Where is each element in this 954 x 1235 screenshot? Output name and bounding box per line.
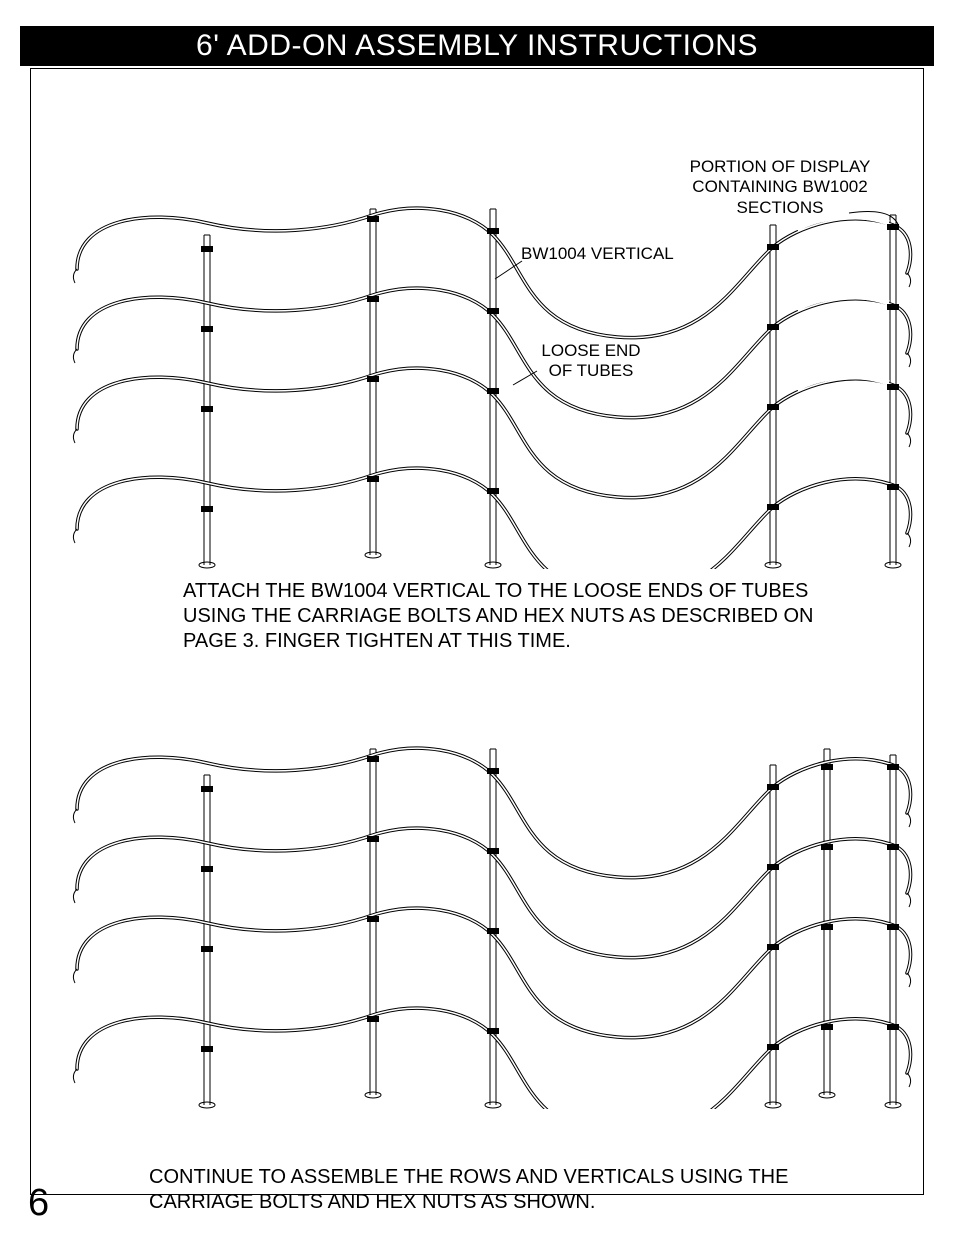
document-page: 6' ADD-ON ASSEMBLY INSTRUCTIONS BW1004 V… <box>0 0 954 1235</box>
callout-loose-end: LOOSE END OF TUBES <box>531 341 651 382</box>
page-title-bar: 6' ADD-ON ASSEMBLY INSTRUCTIONS <box>20 26 934 66</box>
callout-portion-display: PORTION OF DISPLAY CONTAINING BW1002 SEC… <box>649 157 911 218</box>
figure-2-diagram <box>57 689 923 1109</box>
instruction-step-1: ATTACH THE BW1004 VERTICAL TO THE LOOSE … <box>183 579 823 654</box>
content-frame: BW1004 VERTICAL LOOSE END OF TUBES PORTI… <box>30 68 924 1195</box>
page-title-text: 6' ADD-ON ASSEMBLY INSTRUCTIONS <box>196 29 758 62</box>
page-number: 6 <box>28 1182 49 1225</box>
instruction-step-2: CONTINUE TO ASSEMBLE THE ROWS AND VERTIC… <box>149 1165 789 1215</box>
callout-bw1004-vertical: BW1004 VERTICAL <box>521 244 674 264</box>
